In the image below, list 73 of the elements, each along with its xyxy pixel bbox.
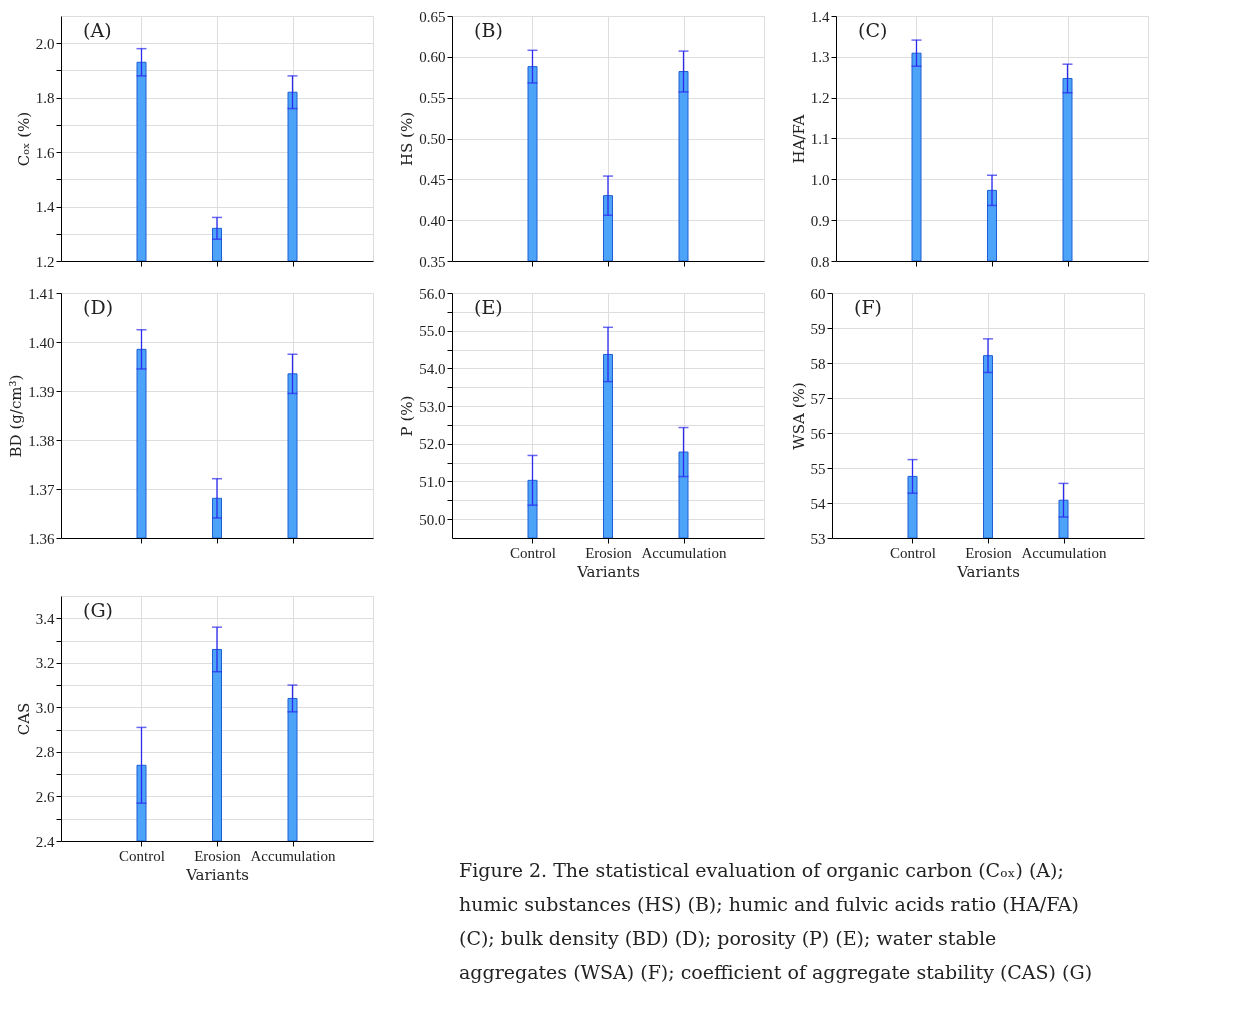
y-axis-title: HS (%) — [398, 111, 417, 167]
y-tick-label: 1.8 — [35, 90, 55, 107]
x-tick-label: Control — [119, 847, 165, 864]
y-tick-label: 3.0 — [35, 699, 55, 716]
y-tick-label: 1.38 — [28, 432, 55, 449]
y-tick-label: 1.36 — [28, 530, 55, 547]
y-tick-label: 1.39 — [28, 383, 55, 400]
y-tick-label: 53.0 — [419, 398, 446, 415]
y-tick-label: 1.2 — [810, 90, 830, 107]
y-tick-label: 2.8 — [35, 744, 55, 761]
y-tick-label: 1.4 — [810, 8, 830, 25]
x-tick-label: Control — [890, 544, 936, 561]
y-tick-label: 0.40 — [419, 212, 446, 229]
y-tick-label: 0.8 — [810, 253, 830, 270]
y-tick-label: 51.0 — [419, 473, 446, 490]
y-tick-label: 54 — [810, 495, 826, 512]
y-tick-label: 1.3 — [810, 49, 830, 66]
y-tick-label: 59 — [810, 320, 826, 337]
y-tick-label: 1.40 — [28, 334, 55, 351]
y-tick-label: 50.0 — [419, 511, 446, 528]
y-tick-label: 58 — [810, 355, 826, 372]
y-tick-label: 2.0 — [35, 35, 55, 52]
y-tick-label: 1.1 — [810, 131, 830, 147]
y-tick-label: 54.0 — [419, 360, 446, 377]
x-axis-title: Variants — [185, 865, 249, 884]
y-axis-title: WSA (%) — [789, 382, 808, 450]
y-tick-label: 55 — [810, 460, 826, 477]
y-tick-label: 1.0 — [810, 171, 830, 188]
y-tick-label: 0.45 — [419, 171, 446, 188]
x-tick-label: Accumulation — [641, 544, 727, 561]
y-tick-label: 3.4 — [35, 610, 55, 627]
y-tick-label: 1.37 — [28, 481, 55, 498]
y-tick-label: 0.35 — [419, 253, 446, 270]
y-tick-label: 57 — [810, 390, 826, 407]
x-axis-title: Variants — [576, 562, 640, 581]
x-tick-label: Erosion — [585, 544, 633, 561]
chart-title: (D) — [83, 296, 114, 318]
x-tick-label: Accumulation — [1021, 544, 1107, 561]
y-tick-label: 0.50 — [419, 131, 446, 147]
x-tick-label: Erosion — [194, 847, 242, 864]
chart-title: (A) — [83, 19, 112, 41]
y-axis-title: Cₒₓ (%) — [14, 111, 33, 167]
y-tick-label: 2.4 — [35, 833, 55, 850]
y-tick-label: 0.55 — [419, 90, 446, 107]
chart-title: (F) — [854, 296, 883, 318]
y-tick-label: 0.60 — [419, 49, 446, 66]
y-axis-title: BD (g/cm³) — [7, 374, 26, 458]
x-tick-label: Control — [510, 544, 556, 561]
y-axis-title: HA/FA — [789, 114, 808, 164]
chart-title: (G) — [83, 599, 114, 621]
y-axis-title: CAS — [14, 702, 33, 736]
y-tick-label: 2.6 — [35, 788, 55, 805]
x-tick-label: Erosion — [965, 544, 1013, 561]
chart-title: (E) — [474, 296, 503, 318]
y-tick-label: 56 — [810, 425, 826, 442]
y-tick-label: 52.0 — [419, 436, 446, 453]
y-tick-label: 55.0 — [419, 323, 446, 340]
y-tick-label: 0.9 — [810, 212, 830, 229]
y-tick-label: 1.4 — [35, 199, 55, 216]
chart-title: (B) — [474, 19, 503, 41]
y-tick-label: 53 — [810, 530, 826, 547]
x-tick-label: Accumulation — [250, 847, 336, 864]
caption: Figure 2. The statistical evaluation of organic carbon (Cₒₓ) (A); humic substances (HS) (B); humic and fulvic acids ratio (HA/FA) (C); bulk density (BD) (D); porosity (P) (E); water stable aggregates (WSA) (F); coefficient of aggregate stability (CAS) (G) — [459, 859, 1093, 983]
y-tick-label: 60 — [810, 285, 826, 302]
y-tick-label: 1.6 — [35, 144, 55, 161]
chart-title: (C) — [858, 19, 888, 41]
y-tick-label: 3.2 — [35, 655, 55, 672]
y-tick-label: 56.0 — [419, 285, 446, 302]
y-tick-label: 1.41 — [28, 285, 55, 302]
y-tick-label: 0.65 — [419, 8, 446, 25]
y-axis-title: P (%) — [398, 395, 417, 437]
x-axis-title: Variants — [956, 562, 1020, 581]
y-tick-label: 1.2 — [35, 253, 55, 270]
